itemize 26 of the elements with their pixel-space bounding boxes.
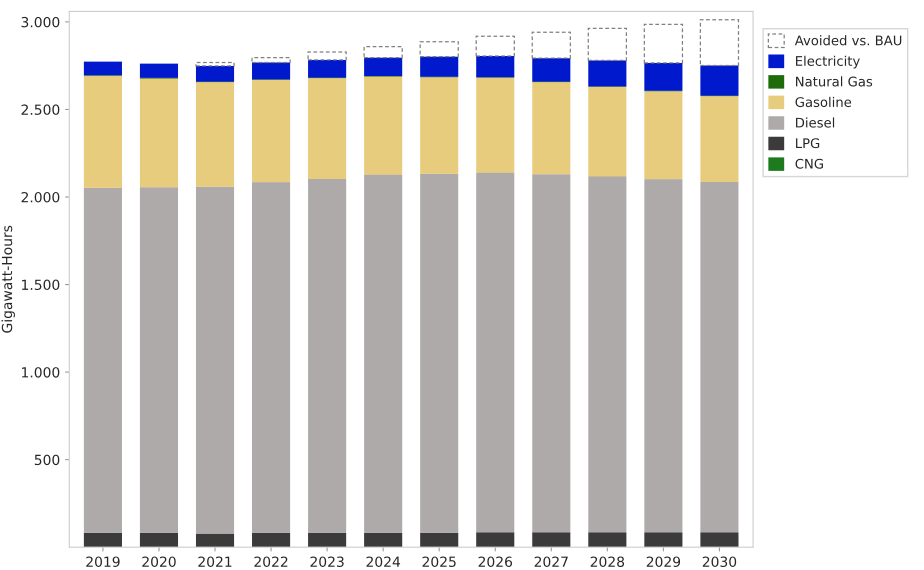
y-axis-title: Gigawatt-Hours <box>2 226 15 333</box>
x-tick-label: 2029 <box>646 556 680 567</box>
x-tick-label: 2030 <box>702 556 736 567</box>
legend-label: Avoided vs. BAU <box>794 35 902 46</box>
x-tick-label: 2020 <box>142 556 176 567</box>
legend-label: LPG <box>796 138 820 148</box>
x-tick-label: 2022 <box>254 556 288 567</box>
y-tick-label: 3.000 <box>22 16 60 28</box>
legend-label: Diesel <box>796 117 834 128</box>
y-tick-label: 500 <box>34 454 60 466</box>
x-tick-label: 2026 <box>478 556 512 567</box>
y-tick-label: 2.000 <box>22 192 60 202</box>
legend-label: Gasoline <box>795 96 852 108</box>
legend-label: Electricity <box>796 56 860 69</box>
x-tick-label: 2023 <box>310 556 344 567</box>
legend-label: Natural Gas <box>796 76 872 87</box>
x-tick-label: 2028 <box>590 556 624 567</box>
y-tick-label: 1.500 <box>22 280 60 290</box>
x-tick-label: 2027 <box>534 556 568 567</box>
y-tick-label: 1.000 <box>22 367 60 378</box>
x-tick-label: 2025 <box>422 556 456 567</box>
x-tick-label: 2021 <box>198 556 232 567</box>
x-tick-label: 2024 <box>366 556 400 567</box>
legend-label: CNG <box>795 158 823 169</box>
x-tick-label: 2019 <box>86 556 120 567</box>
y-tick-label: 2.500 <box>22 104 60 115</box>
